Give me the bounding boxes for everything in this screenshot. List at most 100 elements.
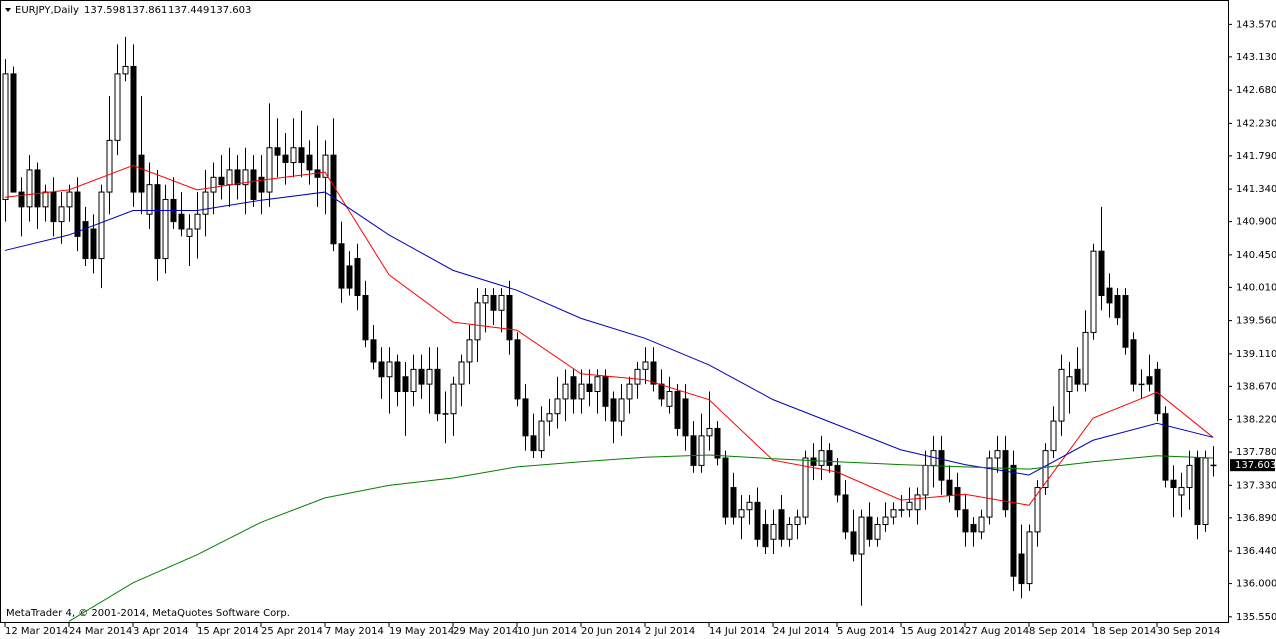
candle-body	[802, 457, 809, 518]
candle-body	[1018, 553, 1025, 585]
candle-body	[42, 191, 49, 208]
candle-body	[922, 464, 929, 496]
candle-body	[1074, 368, 1081, 385]
candle-body	[1050, 420, 1057, 452]
x-tick-label: 24 Jul 2014	[773, 626, 830, 637]
candle-body	[1202, 457, 1209, 525]
candle-body	[58, 206, 65, 223]
candle-body	[210, 176, 217, 193]
candle-body	[730, 487, 737, 518]
candle-body	[154, 184, 161, 260]
candle-body	[186, 228, 193, 237]
candle-body	[1170, 479, 1177, 489]
candle-body	[522, 398, 529, 437]
candle-body	[1210, 464, 1217, 467]
candle-body	[18, 191, 25, 208]
candle-body	[74, 191, 81, 237]
menu-arrow[interactable]	[5, 8, 11, 12]
candle-body	[410, 368, 417, 393]
x-tick-label: 24 Mar 2014	[69, 626, 132, 637]
chart-title: EURJPY,Daily	[15, 5, 79, 16]
candle-body	[242, 169, 249, 186]
candle-body	[10, 73, 17, 193]
candle-body	[1122, 294, 1129, 348]
candle-body	[1178, 487, 1185, 496]
candle-body	[722, 457, 729, 518]
footer: MetaTrader 4, © 2001-2014, MetaQuotes So…	[6, 608, 290, 619]
candle-body	[426, 368, 433, 385]
candle-body	[1130, 339, 1137, 385]
candle-body	[1106, 287, 1113, 304]
x-tick-label: 14 Jul 2014	[709, 626, 766, 637]
candle-body	[354, 258, 361, 296]
candle-body	[2, 73, 9, 200]
x-tick-label: 15 Apr 2014	[197, 626, 259, 637]
candle-body	[282, 154, 289, 164]
candle-body	[674, 391, 681, 429]
candle-body	[1002, 450, 1009, 511]
candle-body	[1034, 487, 1041, 533]
candle-body	[234, 169, 241, 186]
candle-body	[538, 420, 545, 452]
candle-body	[690, 435, 697, 466]
candle-body	[666, 391, 673, 407]
candle-body	[810, 457, 817, 466]
x-tick-label: 25 Apr 2014	[261, 626, 323, 637]
candle-body	[786, 523, 793, 540]
x-tick-label: 29 May 2014	[453, 626, 518, 637]
candle-body	[258, 176, 265, 193]
candle-body	[842, 494, 849, 533]
candle-body	[762, 523, 769, 548]
price-label: 137.603	[1235, 460, 1276, 471]
candle-body	[498, 294, 505, 311]
x-tick-label: 5 Aug 2014	[837, 626, 895, 637]
candle-body	[418, 368, 425, 385]
candle-body	[610, 398, 617, 422]
candle-body	[1066, 376, 1073, 393]
candle-body	[82, 221, 89, 260]
candle-body	[514, 339, 521, 400]
candle-body	[986, 457, 993, 518]
candle-body	[250, 169, 257, 200]
candle-body	[130, 65, 137, 193]
y-tick-label: 141.340	[1236, 184, 1276, 195]
candle-body	[274, 147, 281, 156]
candle-body	[162, 198, 169, 260]
candle-body	[146, 184, 153, 215]
candle-body	[1098, 250, 1105, 296]
candle-body	[866, 516, 873, 540]
candle-body	[658, 383, 665, 400]
x-tick-label: 30 Sep 2014	[1157, 626, 1220, 637]
y-tick-label: 136.890	[1236, 513, 1276, 524]
candle-body	[906, 501, 913, 511]
y-tick-label: 137.330	[1236, 480, 1276, 491]
candle-body	[898, 509, 905, 511]
candle-body	[434, 368, 441, 415]
x-tick-label: 15 Aug 2014	[901, 626, 965, 637]
candle-body	[682, 398, 689, 437]
candle-body	[1042, 450, 1049, 489]
x-tick-label: 3 Apr 2014	[133, 626, 188, 637]
candle-body	[546, 413, 553, 422]
candle-body	[794, 516, 801, 525]
candle-body	[890, 509, 897, 518]
x-tick-label: 19 May 2014	[389, 626, 454, 637]
candle-body	[970, 523, 977, 533]
candle-body	[698, 435, 705, 466]
candle-body	[1154, 368, 1161, 415]
candle-body	[218, 176, 225, 186]
y-tick-label: 135.550	[1236, 612, 1276, 623]
candle-body	[490, 294, 497, 311]
candle-body	[954, 487, 961, 511]
x-tick-label: 27 Aug 2014	[965, 626, 1029, 637]
candle-body	[26, 169, 33, 208]
candle-body	[562, 383, 569, 400]
x-tick-label: 20 Jun 2014	[581, 626, 641, 637]
y-tick-label: 139.110	[1236, 349, 1276, 360]
candle-body	[66, 191, 73, 208]
candle-body	[1026, 531, 1033, 585]
y-tick-label: 143.130	[1236, 52, 1276, 63]
moving-average	[68, 454, 1214, 622]
close-value: 137.603	[210, 5, 251, 16]
